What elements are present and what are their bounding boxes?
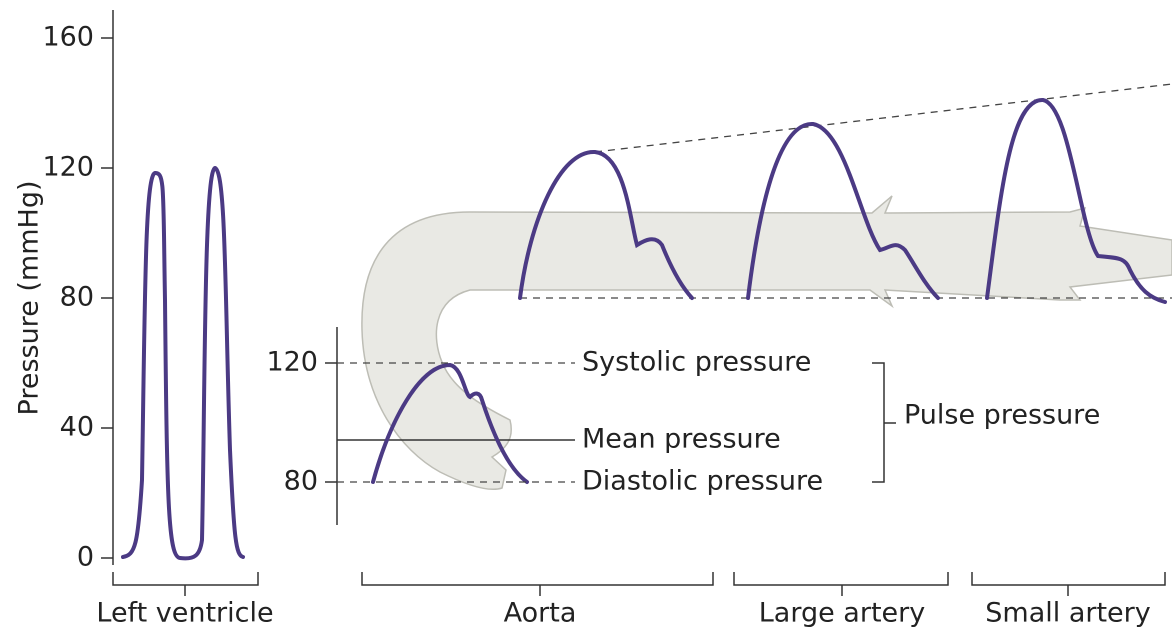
- small-artery-wave: [985, 97, 1167, 304]
- y-tick-label: 120: [42, 152, 94, 183]
- systolic-label: Systolic pressure: [582, 347, 811, 378]
- region-label: Small artery: [985, 598, 1151, 629]
- bracket: [733, 572, 949, 596]
- y-tick-label: 40: [60, 412, 94, 443]
- bracket: [971, 572, 1166, 596]
- ventricle-wave: [121, 165, 245, 561]
- region-label: Left ventricle: [96, 598, 273, 629]
- aorta-wave: [518, 149, 694, 300]
- inset-wave: [371, 362, 529, 484]
- bracket: [361, 572, 714, 596]
- y-tick-label: 80: [60, 282, 94, 313]
- y-tick-label: 160: [42, 22, 94, 53]
- pulse-label: Pulse pressure: [904, 400, 1100, 431]
- large-artery-wave: [746, 121, 940, 300]
- inset-tick-label: 120: [266, 347, 318, 378]
- region-label: Large artery: [759, 598, 925, 629]
- vessel: [361, 195, 1172, 491]
- pulse-bracket: [872, 362, 896, 483]
- mean-label: Mean pressure: [582, 424, 781, 455]
- y-axis-label: Pressure (mmHg): [14, 181, 45, 416]
- region-label: Aorta: [504, 598, 577, 629]
- y-tick-label: 0: [77, 542, 94, 573]
- inset-tick-label: 80: [284, 466, 318, 497]
- trend-line: [594, 83, 1172, 153]
- bracket: [112, 572, 259, 596]
- diastolic-label: Diastolic pressure: [582, 466, 823, 497]
